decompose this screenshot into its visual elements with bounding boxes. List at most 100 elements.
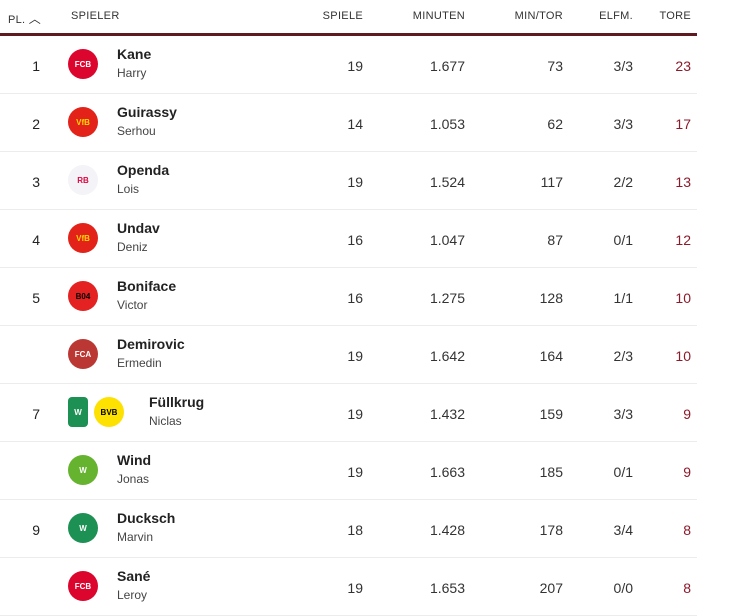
- min-per-goal: 87: [547, 232, 563, 248]
- games: 19: [347, 348, 363, 364]
- club-logos: VfB: [68, 107, 98, 137]
- penalties: 3/4: [613, 522, 633, 538]
- table-row[interactable]: 7 W BVB Füllkrug Niclas 19 1.432 159 3/3 …: [0, 384, 697, 442]
- scorers-table: PL. ︿ SPIELER SPIELE MINUTEN MIN/TOR ELF…: [0, 0, 697, 616]
- games: 18: [347, 522, 363, 538]
- table-row[interactable]: 1 FCB Kane Harry 19 1.677 73 3/3 23: [0, 36, 697, 94]
- rank: 5: [32, 290, 40, 306]
- club-logo[interactable]: W: [68, 455, 98, 485]
- club-logos: FCB: [68, 49, 98, 79]
- player-first-name: Marvin: [117, 530, 154, 544]
- player-header[interactable]: SPIELER: [71, 10, 120, 22]
- player-first-name: Niclas: [149, 414, 182, 428]
- min-per-goal: 207: [539, 580, 563, 596]
- player-last-name[interactable]: Openda: [117, 162, 170, 178]
- club-logos: FCB: [68, 571, 98, 601]
- min-per-goal: 73: [547, 58, 563, 74]
- player-last-name[interactable]: Boniface: [117, 278, 177, 294]
- club-logos: RB: [68, 165, 98, 195]
- minutes-header[interactable]: MINUTEN: [412, 10, 465, 22]
- goals: 8: [683, 580, 691, 596]
- min-per-goal: 62: [547, 116, 563, 132]
- goals-header[interactable]: TORE: [659, 10, 691, 22]
- goals: 23: [675, 58, 691, 74]
- minutes: 1.663: [429, 464, 465, 480]
- player-first-name: Serhou: [117, 124, 156, 138]
- rank: 9: [32, 522, 40, 538]
- player-last-name[interactable]: Füllkrug: [149, 394, 205, 410]
- min-per-goal: 117: [540, 174, 563, 190]
- player-last-name[interactable]: Ducksch: [117, 510, 176, 526]
- goals: 9: [683, 406, 691, 422]
- club-logo[interactable]: FCB: [68, 571, 98, 601]
- table-row[interactable]: 4 VfB Undav Deniz 16 1.047 87 0/1 12: [0, 210, 697, 268]
- club-logo[interactable]: BVB: [94, 397, 124, 427]
- minutes: 1.053: [429, 116, 465, 132]
- minutes: 1.642: [429, 348, 465, 364]
- table-row[interactable]: FCA Demirovic Ermedin 19 1.642 164 2/3 1…: [0, 326, 697, 384]
- club-logo[interactable]: B04: [68, 281, 98, 311]
- club-logo[interactable]: FCB: [68, 49, 98, 79]
- table-row[interactable]: 3 RB Openda Lois 19 1.524 117 2/2 13: [0, 152, 697, 210]
- club-logo[interactable]: W: [68, 513, 98, 543]
- player-last-name[interactable]: Sané: [117, 568, 151, 584]
- table-row[interactable]: W Wind Jonas 19 1.663 185 0/1 9: [0, 442, 697, 500]
- club-logo[interactable]: FCA: [68, 339, 98, 369]
- penalties: 1/1: [613, 290, 633, 306]
- rank: 3: [32, 174, 40, 190]
- sort-rank-header[interactable]: PL. ︿: [8, 12, 42, 26]
- club-logo[interactable]: VfB: [68, 107, 98, 137]
- min-per-goal-header[interactable]: MIN/TOR: [514, 10, 563, 22]
- penalties: 0/1: [613, 464, 633, 480]
- goals: 13: [675, 174, 691, 190]
- table-row[interactable]: FCB Sané Leroy 19 1.653 207 0/0 8: [0, 558, 697, 616]
- min-per-goal: 128: [539, 290, 563, 306]
- club-logo[interactable]: W: [68, 397, 88, 427]
- goals: 12: [675, 232, 691, 248]
- table-row[interactable]: 9 W Ducksch Marvin 18 1.428 178 3/4 8: [0, 500, 697, 558]
- games: 14: [347, 116, 363, 132]
- goals: 10: [675, 348, 691, 364]
- goals: 9: [683, 464, 691, 480]
- games: 19: [347, 464, 363, 480]
- club-logo[interactable]: VfB: [68, 223, 98, 253]
- games: 16: [347, 290, 363, 306]
- player-last-name[interactable]: Guirassy: [117, 104, 177, 120]
- penalties-header[interactable]: ELFM.: [599, 10, 633, 22]
- player-last-name[interactable]: Demirovic: [117, 336, 185, 352]
- rank: 4: [32, 232, 40, 248]
- games: 19: [347, 580, 363, 596]
- games: 19: [347, 58, 363, 74]
- player-first-name: Jonas: [117, 472, 150, 486]
- player-first-name: Leroy: [117, 588, 148, 602]
- min-per-goal: 178: [539, 522, 563, 538]
- penalties: 3/3: [613, 116, 633, 132]
- penalties: 2/2: [613, 174, 633, 190]
- minutes: 1.677: [429, 58, 465, 74]
- rank: 1: [32, 58, 40, 74]
- player-last-name[interactable]: Kane: [117, 46, 152, 62]
- minutes: 1.428: [429, 522, 465, 538]
- rank: 7: [32, 406, 40, 422]
- table-row[interactable]: 2 VfB Guirassy Serhou 14 1.053 62 3/3 17: [0, 94, 697, 152]
- penalties: 2/3: [613, 348, 633, 364]
- goals: 8: [683, 522, 691, 538]
- min-per-goal: 185: [539, 464, 563, 480]
- minutes: 1.524: [429, 174, 465, 190]
- penalties: 0/1: [613, 232, 633, 248]
- club-logo[interactable]: RB: [68, 165, 98, 195]
- player-first-name: Deniz: [117, 240, 148, 254]
- player-last-name[interactable]: Undav: [117, 220, 160, 236]
- club-logos: VfB: [68, 223, 98, 253]
- games-header[interactable]: SPIELE: [322, 10, 363, 22]
- minutes: 1.047: [429, 232, 465, 248]
- player-first-name: Victor: [117, 298, 148, 312]
- min-per-goal: 164: [539, 348, 563, 364]
- club-logos: W: [68, 455, 98, 485]
- player-last-name[interactable]: Wind: [117, 452, 152, 468]
- games: 19: [347, 174, 363, 190]
- table-row[interactable]: 5 B04 Boniface Victor 16 1.275 128 1/1 1…: [0, 268, 697, 326]
- minutes: 1.653: [429, 580, 465, 596]
- minutes: 1.432: [429, 406, 465, 422]
- table-header: PL. ︿ SPIELER SPIELE MINUTEN MIN/TOR ELF…: [0, 0, 697, 36]
